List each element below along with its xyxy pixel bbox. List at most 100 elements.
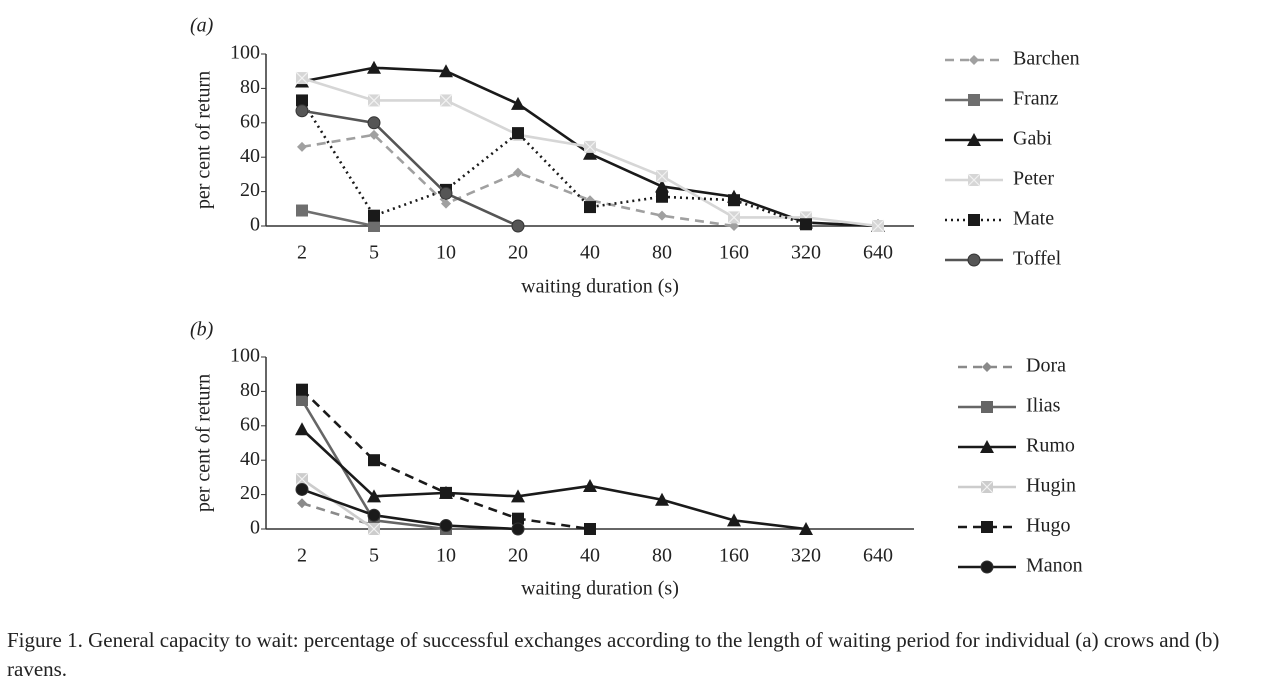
marker [729, 221, 739, 231]
x-tick-label: 640 [863, 242, 893, 264]
legend-label: Hugin [1026, 475, 1076, 497]
legend-label: Manon [1026, 555, 1083, 577]
x-axis-label: waiting duration (s) [521, 276, 679, 298]
marker [367, 60, 381, 74]
legend-label: Franz [1013, 88, 1059, 110]
y-tick-label: 40 [240, 145, 260, 167]
y-axis-label: per cent of return [193, 374, 215, 512]
marker [296, 394, 308, 406]
marker-cross [655, 169, 669, 183]
marker [295, 482, 309, 496]
marker [583, 146, 597, 160]
marker-cross [295, 71, 309, 85]
x-tick-label: 20 [508, 545, 528, 567]
x-tick-label: 80 [652, 242, 672, 264]
marker [367, 489, 381, 503]
series-line [301, 478, 375, 531]
y-tick-label: 60 [240, 110, 260, 132]
marker [439, 64, 453, 78]
marker [368, 220, 380, 232]
legend-marker [969, 55, 979, 65]
y-tick-label: 20 [240, 179, 260, 201]
x-tick-label: 10 [436, 242, 456, 264]
legend-marker [967, 133, 981, 146]
legend-label: Ilias [1026, 395, 1061, 417]
panel-label: (b) [190, 319, 214, 341]
series-line [300, 99, 807, 226]
series-line [301, 209, 375, 228]
marker-cross [367, 522, 381, 536]
legend-label: Gabi [1013, 128, 1052, 150]
marker-cross [295, 472, 309, 486]
y-axis-label: per cent of return [193, 71, 215, 209]
legend-label: Dora [1026, 355, 1066, 377]
y-tick-label: 20 [240, 482, 260, 504]
marker [513, 167, 523, 178]
legend-label: Peter [1013, 168, 1054, 190]
marker [657, 210, 667, 221]
marker-cross [367, 94, 381, 107]
marker [511, 219, 525, 233]
marker [297, 498, 307, 509]
y-tick-label: 0 [250, 214, 260, 236]
marker [512, 127, 524, 140]
marker [512, 512, 524, 525]
series-line [301, 388, 591, 531]
marker [655, 492, 669, 506]
legend-marker [981, 521, 993, 533]
marker [800, 218, 812, 231]
marker [367, 508, 381, 522]
x-tick-label: 5 [369, 242, 379, 264]
panel-label: (a) [190, 15, 214, 37]
y-tick-label: 80 [240, 379, 260, 401]
marker [656, 190, 668, 203]
marker-cross [727, 210, 741, 224]
x-tick-label: 640 [863, 545, 893, 567]
marker-cross [967, 173, 981, 187]
x-tick-label: 160 [719, 545, 749, 567]
marker [583, 479, 597, 492]
marker [655, 179, 669, 193]
x-tick-label: 2 [297, 545, 307, 567]
marker-cross [439, 94, 453, 107]
x-tick-label: 5 [369, 545, 379, 567]
legend-marker [980, 560, 994, 574]
marker [439, 519, 453, 533]
y-tick-label: 40 [240, 448, 260, 470]
x-tick-label: 160 [719, 242, 749, 264]
marker [368, 454, 380, 467]
figure: (a) 0 20 40 60 80 100 2 5 10 20 40 80 160 320 640 waitin… [190, 15, 1083, 600]
marker [439, 186, 453, 200]
marker [799, 522, 813, 535]
marker [511, 522, 525, 536]
x-axis-label: waiting duration (s) [521, 578, 679, 600]
marker [584, 523, 596, 535]
y-tick-label: 60 [240, 413, 260, 435]
x-tick-label: 40 [580, 545, 600, 567]
series-line [301, 109, 519, 228]
marker [367, 116, 381, 130]
x-tick-label: 320 [791, 545, 821, 567]
marker-cross [871, 219, 885, 233]
legend-label: Rumo [1026, 435, 1075, 457]
caption: Figure 1. General capacity to wait: perc… [7, 628, 1220, 681]
series-line [301, 488, 519, 531]
x-tick-label: 20 [508, 242, 528, 264]
legend-marker [982, 362, 992, 372]
marker [369, 129, 379, 140]
marker [727, 513, 741, 527]
legend-label: Barchen [1013, 48, 1080, 70]
marker [296, 204, 308, 217]
marker [295, 422, 309, 436]
marker [368, 209, 380, 222]
y-tick-label: 100 [230, 345, 260, 367]
marker [296, 94, 308, 107]
legend-marker [968, 94, 980, 106]
marker [440, 486, 452, 499]
marker-cross [583, 140, 597, 154]
x-tick-label: 320 [791, 242, 821, 264]
marker [511, 96, 525, 110]
marker [297, 141, 307, 152]
x-tick-label: 40 [580, 242, 600, 264]
